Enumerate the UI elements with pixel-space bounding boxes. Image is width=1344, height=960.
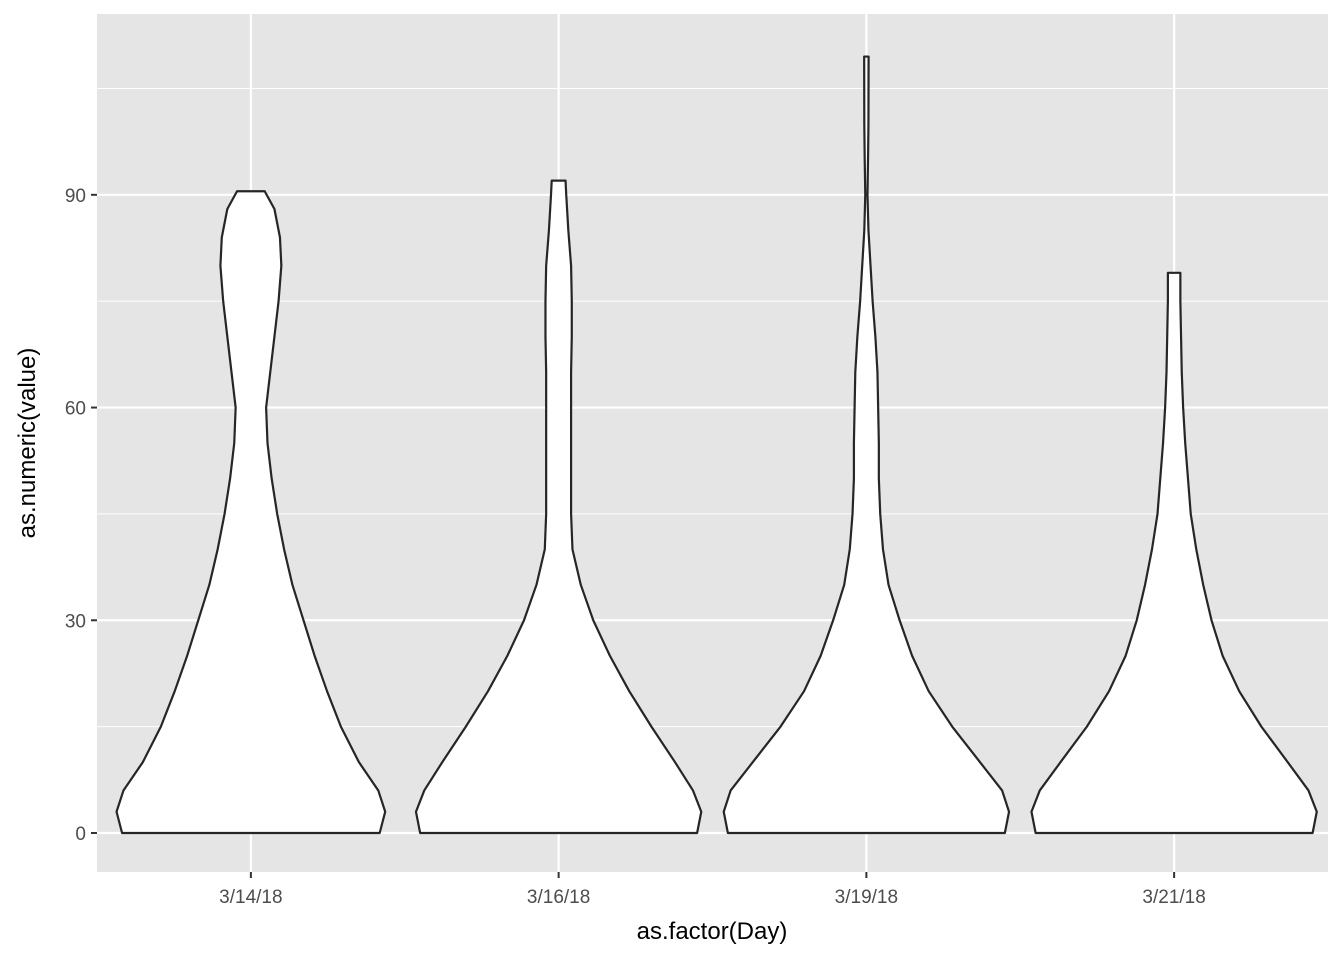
y-axis-title: as.numeric(value) [14,348,41,539]
x-axis-title: as.factor(Day) [637,918,788,945]
x-axis: 3/14/18 3/16/18 3/19/18 3/21/18 [219,872,1206,908]
y-tick-label: 90 [65,186,86,207]
x-tick-label: 3/16/18 [527,887,590,908]
x-tick-label: 3/21/18 [1142,887,1205,908]
violin-3-14-18 [115,190,387,835]
y-tick-label: 30 [65,611,86,632]
violin-3-19-18 [722,55,1011,835]
violin-3-16-18 [414,179,703,835]
violins [115,55,1318,835]
x-tick-label: 3/19/18 [835,887,898,908]
y-tick-label: 0 [75,824,86,845]
y-axis: 0 30 60 90 [65,186,97,845]
x-tick-label: 3/14/18 [219,887,282,908]
violin-3-21-18 [1030,271,1318,835]
y-tick-label: 60 [65,399,86,420]
